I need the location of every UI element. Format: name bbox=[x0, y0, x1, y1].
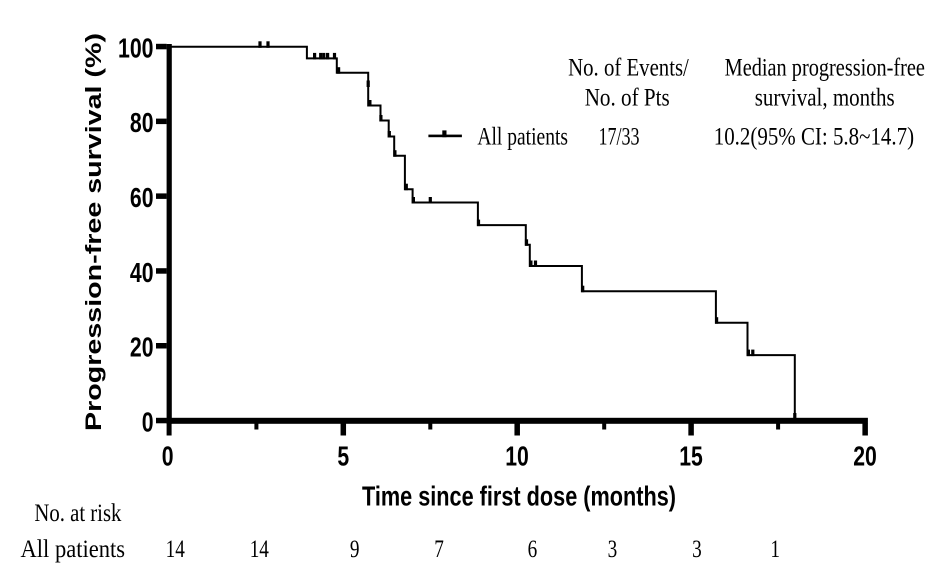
svg-text:0: 0 bbox=[162, 441, 174, 472]
svg-text:80: 80 bbox=[130, 107, 154, 138]
svg-text:15: 15 bbox=[679, 441, 703, 472]
svg-text:No. of Events/: No. of Events/ bbox=[568, 55, 689, 82]
svg-text:5: 5 bbox=[337, 441, 349, 472]
svg-text:14: 14 bbox=[166, 536, 186, 563]
svg-text:No. of Pts: No. of Pts bbox=[585, 84, 670, 111]
svg-text:No. at risk: No. at risk bbox=[34, 500, 121, 527]
svg-text:10.2(95% CI: 5.8~14.7): 10.2(95% CI: 5.8~14.7) bbox=[714, 124, 914, 151]
svg-text:All patients: All patients bbox=[477, 124, 568, 151]
svg-text:60: 60 bbox=[130, 182, 154, 213]
svg-text:Median progression-free: Median progression-free bbox=[725, 55, 925, 82]
svg-text:17/33: 17/33 bbox=[598, 124, 639, 151]
svg-text:All patients: All patients bbox=[21, 536, 126, 563]
svg-text:20: 20 bbox=[130, 332, 154, 363]
svg-text:0: 0 bbox=[142, 406, 154, 437]
svg-text:9: 9 bbox=[350, 536, 360, 563]
svg-text:survival, months: survival, months bbox=[755, 84, 895, 111]
svg-text:3: 3 bbox=[608, 536, 618, 563]
svg-text:40: 40 bbox=[130, 257, 154, 288]
svg-text:1: 1 bbox=[770, 536, 780, 563]
svg-text:10: 10 bbox=[505, 441, 529, 472]
svg-text:3: 3 bbox=[692, 536, 702, 563]
svg-text:Progression-free survival (%): Progression-free survival (%) bbox=[82, 33, 107, 431]
svg-text:100: 100 bbox=[118, 32, 154, 63]
svg-text:Time since first dose (months): Time since first dose (months) bbox=[362, 481, 676, 512]
svg-text:14: 14 bbox=[250, 536, 270, 563]
svg-text:7: 7 bbox=[434, 536, 444, 563]
svg-text:6: 6 bbox=[528, 536, 538, 563]
svg-text:20: 20 bbox=[853, 441, 877, 472]
